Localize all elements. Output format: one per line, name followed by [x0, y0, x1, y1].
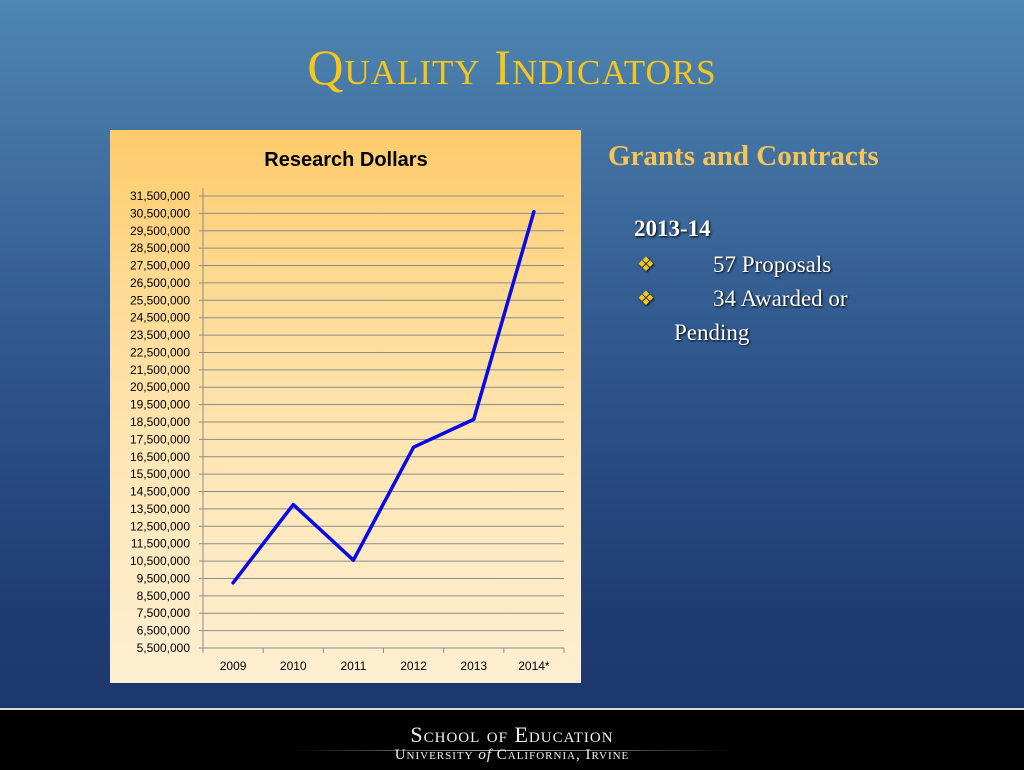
data-point: [532, 210, 536, 214]
y-tick-label: 17,500,000: [130, 432, 190, 446]
footer-university-name: University of California, Irvine: [0, 747, 1024, 764]
y-tick-label: 12,500,000: [130, 519, 190, 533]
y-tick-label: 11,500,000: [131, 537, 190, 551]
series-line: [231, 209, 536, 585]
y-tick-label: 25,500,000: [130, 293, 190, 307]
y-tick-label: 29,500,000: [130, 224, 190, 238]
diamond-bullet-icon: ❖: [637, 254, 655, 276]
x-tick-label: 2012: [400, 659, 427, 673]
y-tick-label: 5,500,000: [137, 641, 191, 655]
x-tick-label: 2014*: [518, 659, 550, 673]
line-chart-svg: Research Dollars 5,500,000 6,500,000 7,500,…: [130, 149, 565, 673]
y-tick-label: 31,500,000: [130, 189, 190, 203]
y-tick-label: 24,500,000: [130, 311, 190, 325]
footer-banner: School of Education University of Califo…: [0, 708, 1024, 770]
bullet-awarded-continuation: Pending: [674, 320, 750, 345]
y-tick-label: 22,500,000: [130, 345, 190, 359]
bullet-proposals-text: 57 Proposals: [713, 252, 832, 277]
diamond-bullet-icon: ❖: [637, 288, 655, 310]
data-point: [291, 503, 295, 507]
footer-university-part-b: California, Irvine: [492, 747, 630, 763]
y-tick-label: 15,500,000: [130, 467, 190, 481]
footer-school-name: School of Education: [410, 722, 614, 747]
x-tick-label: 2013: [460, 659, 487, 673]
data-point: [351, 558, 355, 562]
y-tick-label: 8,500,000: [137, 589, 191, 603]
x-tick-label: 2009: [220, 659, 247, 673]
y-tick-label: 28,500,000: [130, 241, 190, 255]
data-point: [231, 581, 235, 585]
y-tick-label: 27,500,000: [130, 259, 190, 273]
y-tick-label: 30,500,000: [130, 206, 190, 220]
y-tick-label: 14,500,000: [130, 485, 190, 499]
footer-divider: [292, 750, 732, 751]
data-point: [412, 445, 416, 449]
y-tick-label: 10,500,000: [130, 554, 190, 568]
y-tick-label: 16,500,000: [130, 450, 190, 464]
footer-university-of: of: [478, 747, 493, 763]
y-tick-label: 9,500,000: [137, 571, 191, 585]
y-tick-label: 23,500,000: [130, 328, 190, 342]
footer-university-part-a: University: [394, 747, 479, 763]
y-tick-label: 13,500,000: [130, 502, 190, 516]
slide-title: Quality Indicators: [307, 39, 717, 95]
fiscal-year-label: 2013-14: [634, 216, 711, 241]
y-tick-label: 26,500,000: [130, 276, 190, 290]
y-tick-label: 18,500,000: [130, 415, 190, 429]
research-dollars-chart: Research Dollars 5,500,000 6,500,000 7,500,…: [110, 130, 581, 683]
grants-heading: Grants and Contracts: [608, 140, 879, 172]
y-tick-label: 20,500,000: [130, 380, 190, 394]
y-tick-label: 6,500,000: [137, 624, 191, 638]
x-tick-label: 2011: [341, 659, 367, 673]
y-tick-label: 21,500,000: [130, 363, 190, 377]
bullet-awarded-text: 34 Awarded or: [713, 286, 848, 311]
y-tick-label: 7,500,000: [137, 606, 191, 620]
x-tick-label: 2010: [280, 659, 307, 673]
data-point: [472, 417, 476, 421]
y-tick-label: 19,500,000: [130, 398, 190, 412]
chart-title: Research Dollars: [264, 149, 427, 171]
